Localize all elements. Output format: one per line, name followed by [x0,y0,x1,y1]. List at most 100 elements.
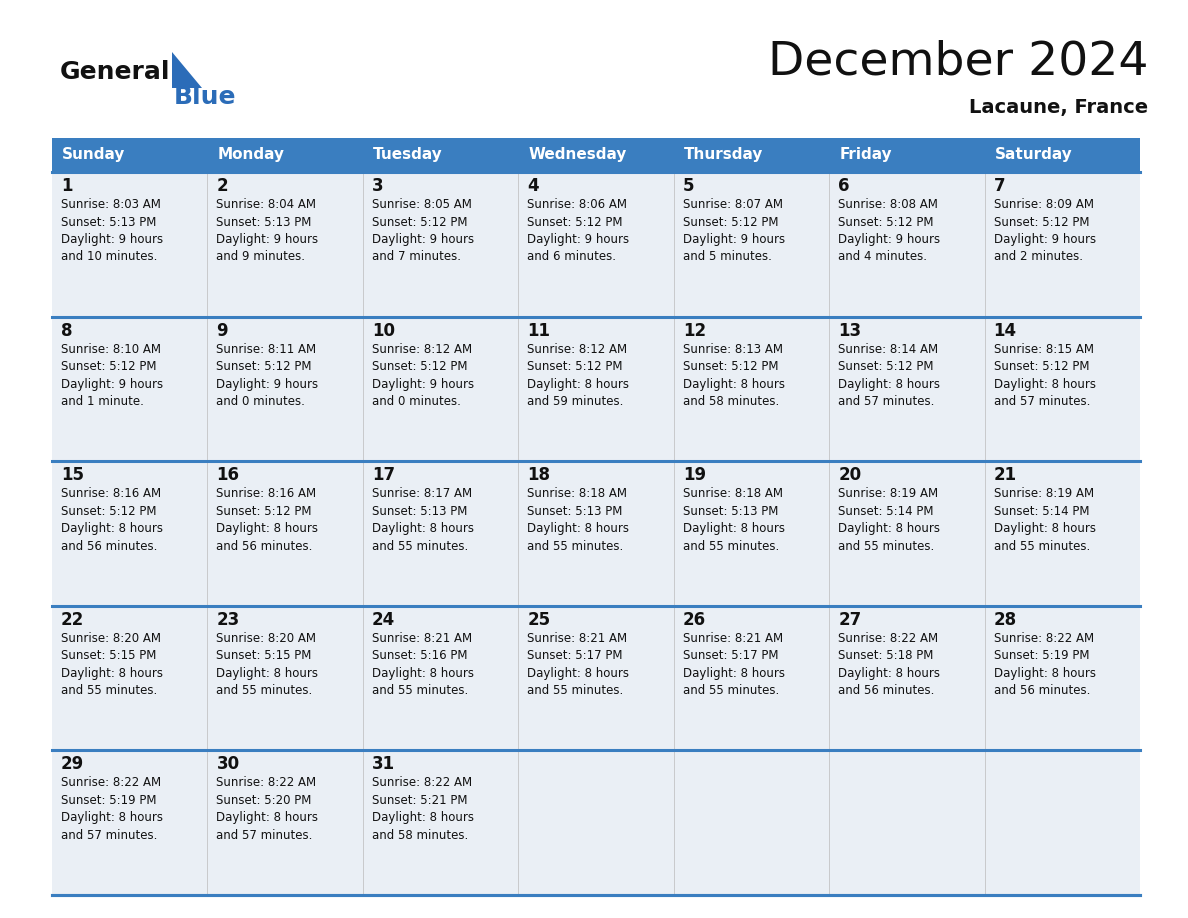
Text: Sunrise: 8:22 AM
Sunset: 5:21 PM
Daylight: 8 hours
and 58 minutes.: Sunrise: 8:22 AM Sunset: 5:21 PM Dayligh… [372,777,474,842]
Text: Sunrise: 8:16 AM
Sunset: 5:12 PM
Daylight: 8 hours
and 56 minutes.: Sunrise: 8:16 AM Sunset: 5:12 PM Dayligh… [216,487,318,553]
Bar [674,317,829,461]
Bar [674,172,829,317]
Text: Sunrise: 8:21 AM
Sunset: 5:17 PM
Daylight: 8 hours
and 55 minutes.: Sunrise: 8:21 AM Sunset: 5:17 PM Dayligh… [683,632,785,698]
Bar [985,606,1140,750]
Text: Saturday: Saturday [994,148,1073,162]
Text: 17: 17 [372,466,394,484]
Text: Thursday: Thursday [684,148,763,162]
Text: 15: 15 [61,466,84,484]
Bar [518,138,674,172]
Text: 23: 23 [216,610,240,629]
Bar [208,138,362,172]
Bar [362,606,518,750]
Text: Sunrise: 8:20 AM
Sunset: 5:15 PM
Daylight: 8 hours
and 55 minutes.: Sunrise: 8:20 AM Sunset: 5:15 PM Dayligh… [61,632,163,698]
Text: December 2024: December 2024 [767,39,1148,84]
Text: 14: 14 [993,321,1017,340]
Bar [985,138,1140,172]
Text: Sunrise: 8:09 AM
Sunset: 5:12 PM
Daylight: 9 hours
and 2 minutes.: Sunrise: 8:09 AM Sunset: 5:12 PM Dayligh… [993,198,1095,263]
Bar [208,172,362,317]
Text: Sunrise: 8:15 AM
Sunset: 5:12 PM
Daylight: 8 hours
and 57 minutes.: Sunrise: 8:15 AM Sunset: 5:12 PM Dayligh… [993,342,1095,409]
Bar [518,461,674,606]
Text: Sunrise: 8:19 AM
Sunset: 5:14 PM
Daylight: 8 hours
and 55 minutes.: Sunrise: 8:19 AM Sunset: 5:14 PM Dayligh… [839,487,940,553]
Text: 18: 18 [527,466,550,484]
Text: Sunrise: 8:17 AM
Sunset: 5:13 PM
Daylight: 8 hours
and 55 minutes.: Sunrise: 8:17 AM Sunset: 5:13 PM Dayligh… [372,487,474,553]
Text: 5: 5 [683,177,694,195]
Text: Sunrise: 8:13 AM
Sunset: 5:12 PM
Daylight: 8 hours
and 58 minutes.: Sunrise: 8:13 AM Sunset: 5:12 PM Dayligh… [683,342,785,409]
Bar [674,138,829,172]
Text: 26: 26 [683,610,706,629]
Bar [985,750,1140,895]
Text: 19: 19 [683,466,706,484]
Bar [208,750,362,895]
Bar [52,750,208,895]
Text: Sunday: Sunday [62,148,126,162]
Text: Sunrise: 8:12 AM
Sunset: 5:12 PM
Daylight: 8 hours
and 59 minutes.: Sunrise: 8:12 AM Sunset: 5:12 PM Dayligh… [527,342,630,409]
Text: 9: 9 [216,321,228,340]
Bar [52,138,208,172]
Bar [829,317,985,461]
Text: Sunrise: 8:22 AM
Sunset: 5:18 PM
Daylight: 8 hours
and 56 minutes.: Sunrise: 8:22 AM Sunset: 5:18 PM Dayligh… [839,632,940,698]
Bar [985,172,1140,317]
Text: 12: 12 [683,321,706,340]
Text: Sunrise: 8:21 AM
Sunset: 5:17 PM
Daylight: 8 hours
and 55 minutes.: Sunrise: 8:21 AM Sunset: 5:17 PM Dayligh… [527,632,630,698]
Bar [985,461,1140,606]
Bar [829,461,985,606]
Text: 11: 11 [527,321,550,340]
Text: 10: 10 [372,321,394,340]
Bar [362,461,518,606]
Text: 7: 7 [993,177,1005,195]
Bar [674,750,829,895]
Bar [52,461,208,606]
Text: 13: 13 [839,321,861,340]
Text: Sunrise: 8:04 AM
Sunset: 5:13 PM
Daylight: 9 hours
and 9 minutes.: Sunrise: 8:04 AM Sunset: 5:13 PM Dayligh… [216,198,318,263]
Polygon shape [172,52,202,88]
Text: Sunrise: 8:22 AM
Sunset: 5:20 PM
Daylight: 8 hours
and 57 minutes.: Sunrise: 8:22 AM Sunset: 5:20 PM Dayligh… [216,777,318,842]
Bar [829,606,985,750]
Text: 27: 27 [839,610,861,629]
Bar [52,606,208,750]
Bar [52,317,208,461]
Text: 29: 29 [61,756,84,773]
Text: Lacaune, France: Lacaune, France [969,98,1148,118]
Text: 25: 25 [527,610,550,629]
Text: Sunrise: 8:14 AM
Sunset: 5:12 PM
Daylight: 8 hours
and 57 minutes.: Sunrise: 8:14 AM Sunset: 5:12 PM Dayligh… [839,342,940,409]
Bar [362,172,518,317]
Bar [362,317,518,461]
Text: Sunrise: 8:03 AM
Sunset: 5:13 PM
Daylight: 9 hours
and 10 minutes.: Sunrise: 8:03 AM Sunset: 5:13 PM Dayligh… [61,198,163,263]
Bar [985,317,1140,461]
Bar [518,606,674,750]
Text: 8: 8 [61,321,72,340]
Text: Friday: Friday [839,148,892,162]
Text: 28: 28 [993,610,1017,629]
Text: Monday: Monday [217,148,284,162]
Text: 24: 24 [372,610,396,629]
Text: 2: 2 [216,177,228,195]
Text: Sunrise: 8:19 AM
Sunset: 5:14 PM
Daylight: 8 hours
and 55 minutes.: Sunrise: 8:19 AM Sunset: 5:14 PM Dayligh… [993,487,1095,553]
Text: Sunrise: 8:16 AM
Sunset: 5:12 PM
Daylight: 8 hours
and 56 minutes.: Sunrise: 8:16 AM Sunset: 5:12 PM Dayligh… [61,487,163,553]
Bar [518,750,674,895]
Bar [674,461,829,606]
Text: 3: 3 [372,177,384,195]
Text: 20: 20 [839,466,861,484]
Text: 16: 16 [216,466,240,484]
Bar [362,138,518,172]
Bar [829,138,985,172]
Text: 4: 4 [527,177,539,195]
Bar [829,750,985,895]
Bar [208,461,362,606]
Text: General: General [61,60,171,84]
Text: Sunrise: 8:10 AM
Sunset: 5:12 PM
Daylight: 9 hours
and 1 minute.: Sunrise: 8:10 AM Sunset: 5:12 PM Dayligh… [61,342,163,409]
Text: 22: 22 [61,610,84,629]
Bar [362,750,518,895]
Text: Sunrise: 8:07 AM
Sunset: 5:12 PM
Daylight: 9 hours
and 5 minutes.: Sunrise: 8:07 AM Sunset: 5:12 PM Dayligh… [683,198,785,263]
Text: Sunrise: 8:21 AM
Sunset: 5:16 PM
Daylight: 8 hours
and 55 minutes.: Sunrise: 8:21 AM Sunset: 5:16 PM Dayligh… [372,632,474,698]
Bar [208,606,362,750]
Text: Sunrise: 8:06 AM
Sunset: 5:12 PM
Daylight: 9 hours
and 6 minutes.: Sunrise: 8:06 AM Sunset: 5:12 PM Dayligh… [527,198,630,263]
Bar [208,317,362,461]
Text: Sunrise: 8:18 AM
Sunset: 5:13 PM
Daylight: 8 hours
and 55 minutes.: Sunrise: 8:18 AM Sunset: 5:13 PM Dayligh… [683,487,785,553]
Text: Blue: Blue [173,85,236,109]
Bar [52,172,208,317]
Text: Sunrise: 8:20 AM
Sunset: 5:15 PM
Daylight: 8 hours
and 55 minutes.: Sunrise: 8:20 AM Sunset: 5:15 PM Dayligh… [216,632,318,698]
Text: 1: 1 [61,177,72,195]
Bar [674,606,829,750]
